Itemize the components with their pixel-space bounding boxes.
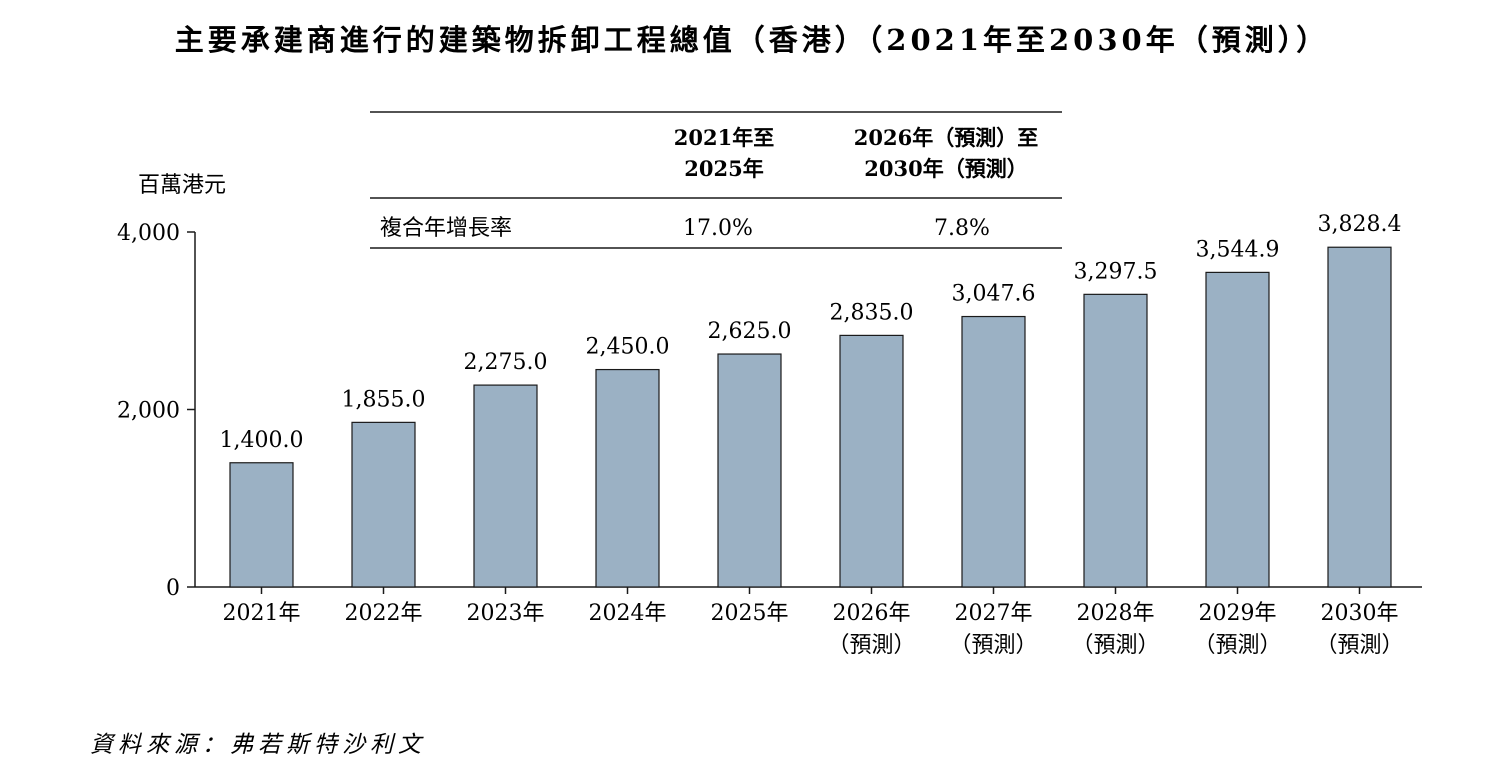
bar-2022年 <box>351 421 416 588</box>
bar-2023年 <box>473 384 538 588</box>
value-label: 1,855.0 <box>342 387 426 412</box>
x-tick-label: 2025年 <box>711 601 789 626</box>
y-tick-label: 4,000 <box>117 221 180 246</box>
x-tick-labels: 2021年 2022年 2023年 2024年 2025年 2026年 （預測） 2027年 （… <box>223 587 1404 658</box>
x-tick-sublabel: （預測） <box>827 633 915 658</box>
source-note: 資料來源：弗若斯特沙利文 <box>90 732 426 758</box>
x-tick-label: 2022年 <box>345 601 423 626</box>
x-tick-label: 2027年 <box>955 601 1033 626</box>
value-label: 3,297.5 <box>1074 259 1158 284</box>
x-tick-label: 2026年 <box>833 601 911 626</box>
y-ticks: 0 2,000 4,000 <box>117 221 195 601</box>
value-label: 3,828.4 <box>1318 212 1402 237</box>
bar-2024年 <box>595 368 660 588</box>
x-tick-sublabel: （預測） <box>1071 633 1159 658</box>
cagr-col2-header-line2: 2030年（預測） <box>864 156 1027 181</box>
bar-2030年 <box>1327 246 1392 588</box>
cagr-col1-value: 17.0% <box>683 216 753 241</box>
x-tick-label: 2021年 <box>223 601 301 626</box>
bars <box>229 246 1392 588</box>
value-label: 3,544.9 <box>1196 237 1280 262</box>
x-tick-label: 2023年 <box>467 601 545 626</box>
cagr-row-label: 複合年增長率 <box>380 216 512 241</box>
value-labels: 1,400.0 1,855.0 2,275.0 2,450.0 2,625.0 2,835… <box>220 212 1402 453</box>
y-axis-label: 百萬港元 <box>138 173 226 198</box>
bar-2028年 <box>1083 293 1148 588</box>
bar-2027年 <box>961 315 1026 588</box>
x-tick-label: 2029年 <box>1199 601 1277 626</box>
x-tick-sublabel: （預測） <box>949 633 1037 658</box>
cagr-col1-header-line2: 2025年 <box>684 156 763 181</box>
cagr-col2-header-line1: 2026年（預測）至 <box>854 125 1038 150</box>
cagr-table: 2021年至 2025年 2026年（預測）至 2030年（預測） 複合年增長率… <box>370 111 1062 249</box>
chart-title: 主要承建商進行的建築物拆卸工程總值（香港）（2021年至2030年（預測）） <box>175 23 1329 57</box>
x-tick-sublabel: （預測） <box>1315 633 1403 658</box>
x-tick-label: 2028年 <box>1077 601 1155 626</box>
bar-2025年 <box>717 353 782 588</box>
value-label: 3,047.6 <box>952 282 1036 307</box>
value-label: 2,275.0 <box>464 350 548 375</box>
x-tick-label: 2024年 <box>589 601 667 626</box>
bar-2029年 <box>1205 271 1270 588</box>
y-tick-label: 0 <box>166 576 180 601</box>
cagr-col2-value: 7.8% <box>934 216 990 241</box>
value-label: 1,400.0 <box>220 428 304 453</box>
bar-2026年 <box>839 334 904 588</box>
value-label: 2,625.0 <box>708 319 792 344</box>
y-tick-label: 2,000 <box>117 399 180 424</box>
cagr-col1-header-line1: 2021年至 <box>674 125 774 150</box>
value-label: 2,450.0 <box>586 335 670 360</box>
bar-2021年 <box>229 462 294 588</box>
value-label: 2,835.0 <box>830 300 914 325</box>
x-tick-label: 2030年 <box>1321 601 1399 626</box>
x-tick-sublabel: （預測） <box>1193 633 1281 658</box>
